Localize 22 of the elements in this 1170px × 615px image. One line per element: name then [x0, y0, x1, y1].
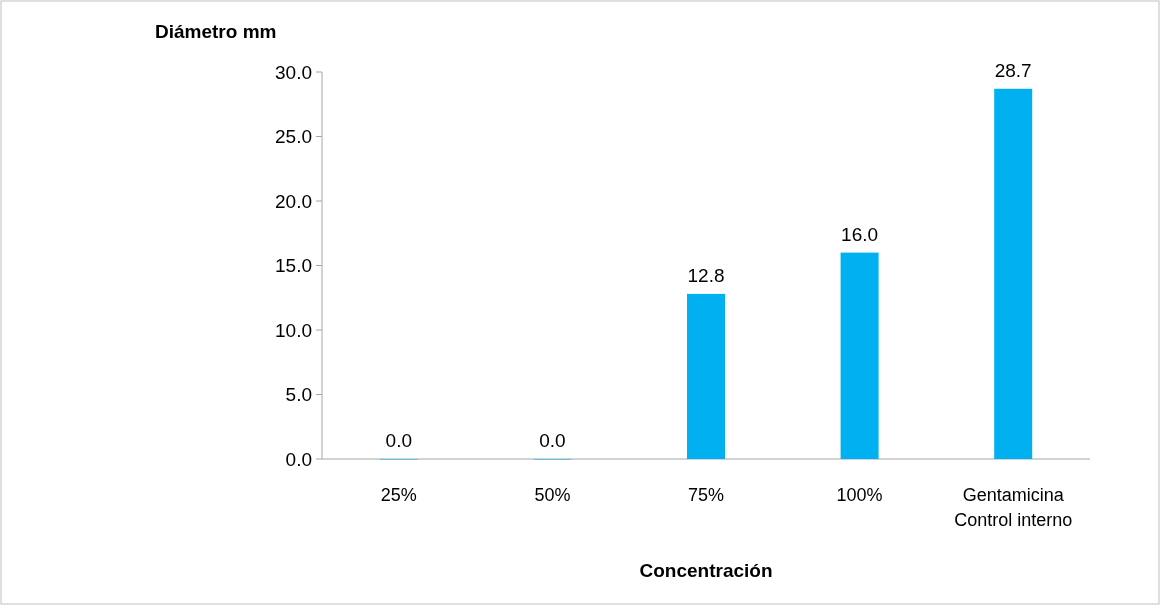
y-tick-label: 0.0	[285, 448, 312, 470]
y-tick-label: 20.0	[275, 190, 312, 212]
x-axis-title: Concentración	[639, 560, 773, 581]
x-tick-label: 50%	[534, 485, 571, 505]
y-tick-label: 15.0	[275, 255, 312, 277]
data-label: 0.0	[539, 430, 566, 451]
y-tick-label: 25.0	[275, 126, 312, 148]
y-tick-label: 10.0	[275, 319, 312, 341]
x-tick-label: Gentamicina Control interno	[954, 485, 1073, 530]
bar	[994, 88, 1033, 459]
data-label: 16.0	[841, 223, 879, 245]
data-label: 0.0	[385, 430, 413, 451]
data-label: 28.7	[994, 59, 1032, 81]
y-axis-title: Diámetro mm	[155, 21, 277, 42]
x-tick-label: 25%	[380, 485, 417, 505]
x-tick-label: 100%	[836, 485, 883, 505]
y-tick-label: 30.0	[275, 61, 312, 83]
x-tick-label: 75%	[687, 485, 725, 505]
data-label: 12.8	[687, 264, 725, 286]
y-tick-label: 5.0	[285, 384, 312, 406]
bar	[687, 293, 725, 459]
bar	[840, 252, 879, 459]
